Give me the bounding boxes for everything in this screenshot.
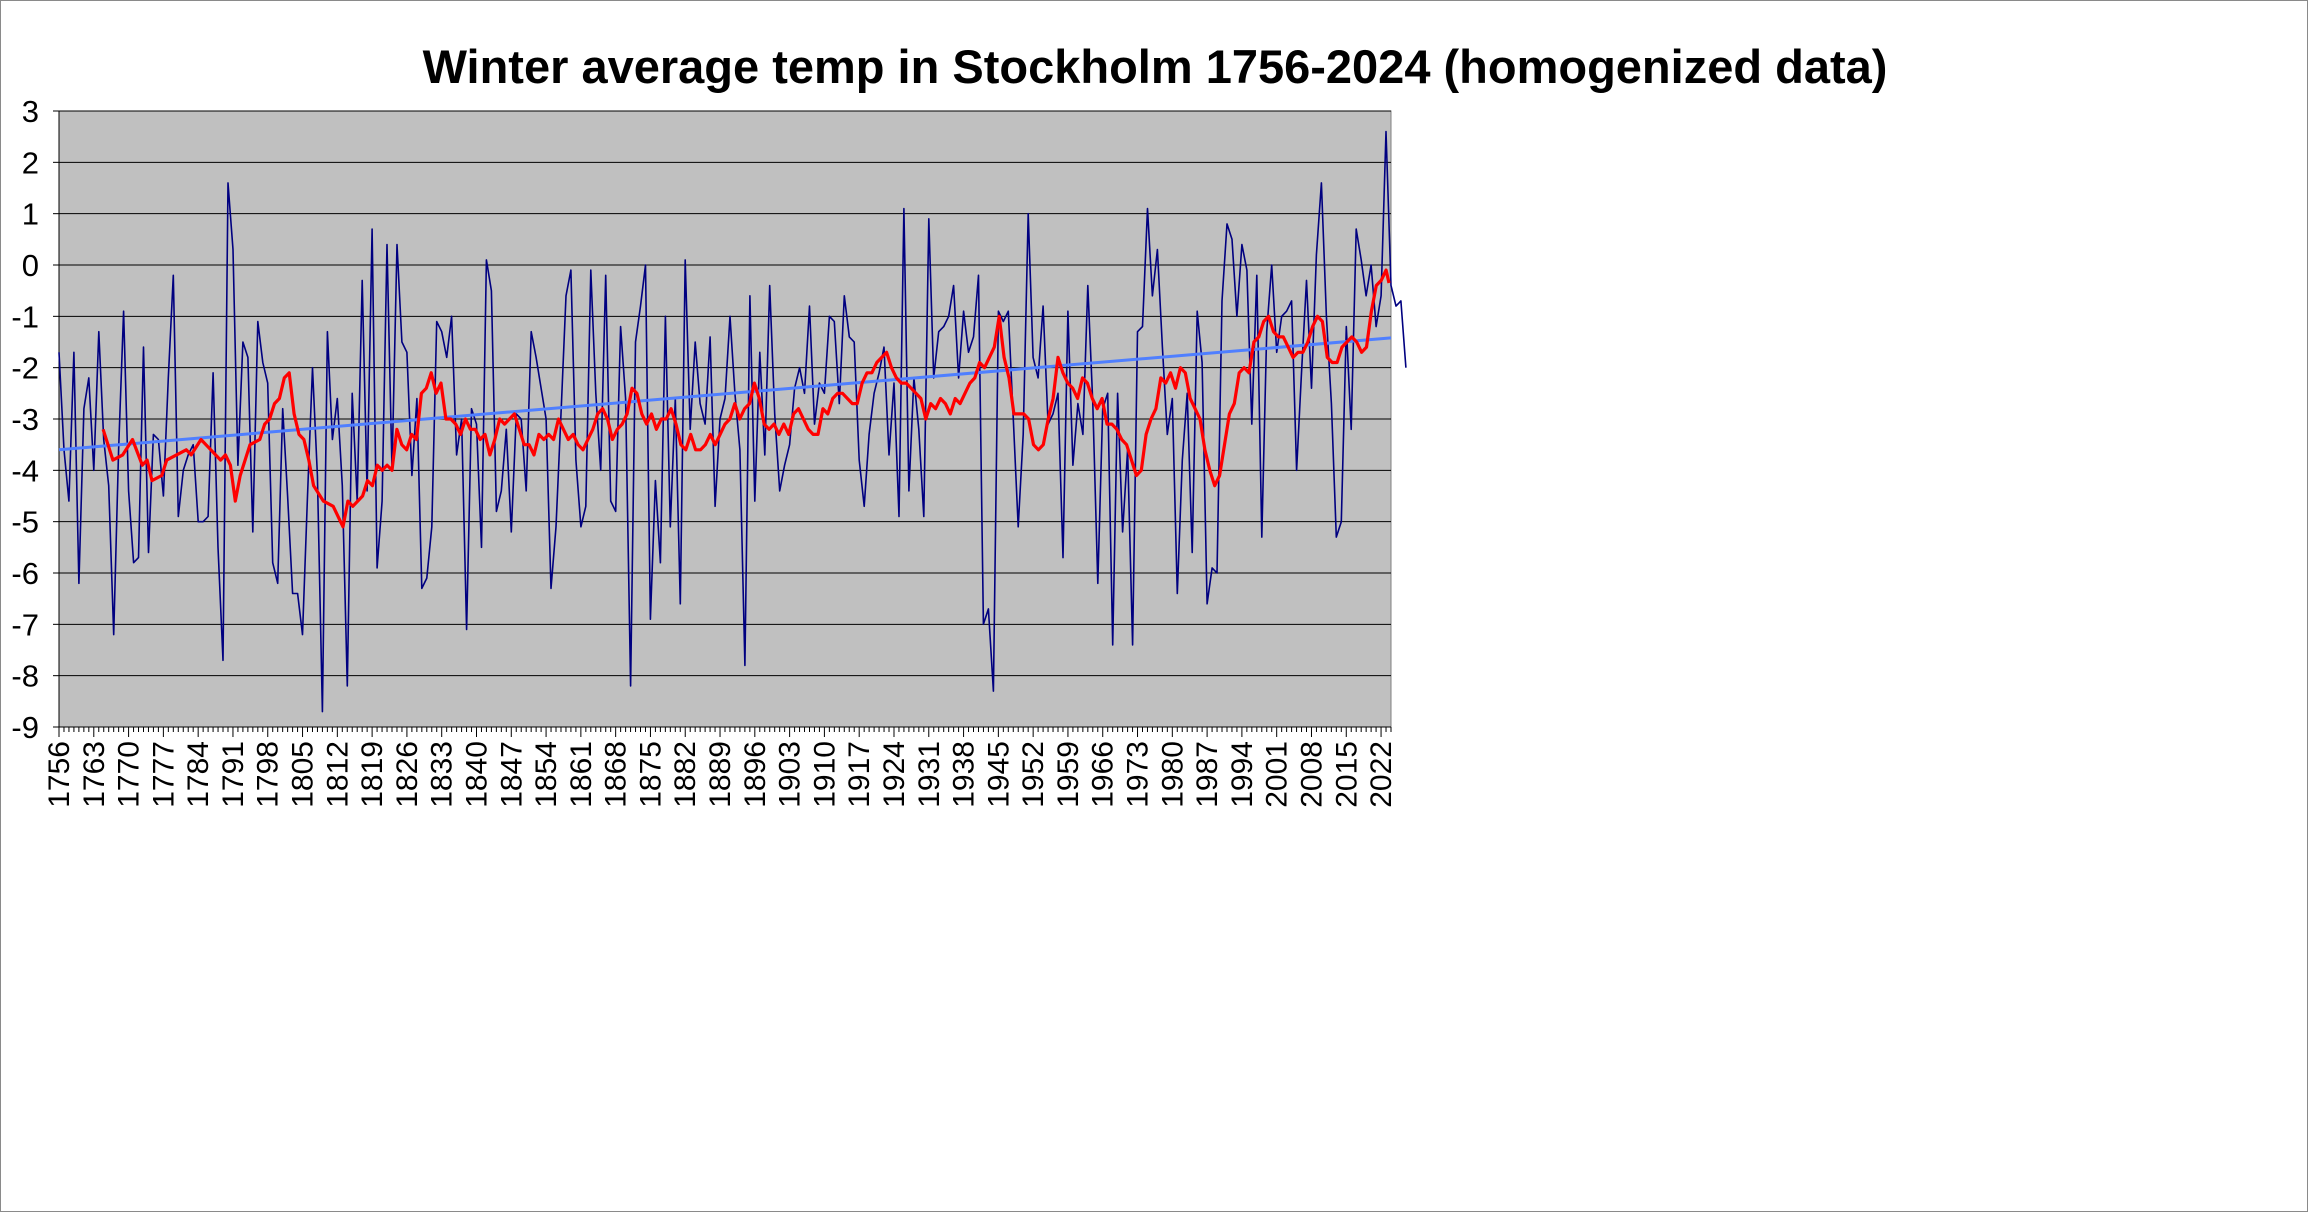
x-tick-label: 1784 bbox=[182, 741, 215, 808]
x-tick-label: 2022 bbox=[1365, 741, 1398, 808]
y-tick-label: 0 bbox=[22, 248, 39, 283]
y-tick-label: -9 bbox=[11, 710, 39, 745]
series-layer bbox=[58, 130, 1407, 713]
x-tick-label: 1994 bbox=[1226, 741, 1259, 808]
x-tick-label: 2008 bbox=[1295, 741, 1328, 808]
x-tick-label: 1791 bbox=[217, 741, 250, 808]
x-tick-label: 1840 bbox=[460, 741, 493, 808]
x-tick-label: 1931 bbox=[913, 741, 946, 808]
x-tick-label: 1819 bbox=[356, 741, 389, 808]
x-tick-label: 1812 bbox=[321, 741, 354, 808]
x-tick-label: 1938 bbox=[948, 741, 981, 808]
x-tick-label: 1903 bbox=[774, 741, 807, 808]
x-tick-label: 1952 bbox=[1017, 741, 1050, 808]
x-tick-label: 1756 bbox=[43, 741, 76, 808]
y-tick-label: 3 bbox=[22, 94, 39, 129]
x-tick-label: 1798 bbox=[252, 741, 285, 808]
x-tick-label: 1770 bbox=[113, 741, 146, 808]
grid-lines bbox=[59, 110, 1391, 728]
y-tick-label: -5 bbox=[11, 505, 39, 540]
x-tick-label: 1959 bbox=[1052, 741, 1085, 808]
x-tick-label: 1973 bbox=[1122, 741, 1155, 808]
x-tick-label: 1763 bbox=[78, 741, 111, 808]
y-tick-label: -3 bbox=[11, 402, 39, 437]
y-tick-label: -8 bbox=[11, 659, 39, 694]
y-tick-label: 1 bbox=[22, 197, 39, 232]
x-tick-label: 2015 bbox=[1330, 741, 1363, 808]
x-tick-label: 1896 bbox=[739, 741, 772, 808]
x-tick-label: 1987 bbox=[1191, 741, 1224, 808]
y-tick-label: -7 bbox=[11, 607, 39, 642]
x-tick-label: 1861 bbox=[565, 741, 598, 808]
x-tick-label: 1945 bbox=[982, 741, 1015, 808]
annual-temperature-line bbox=[58, 130, 1407, 713]
x-tick-label: 1980 bbox=[1156, 741, 1189, 808]
moving-average-line bbox=[101, 268, 1391, 529]
x-tick-label: 2001 bbox=[1261, 741, 1294, 808]
x-tick-label: 1847 bbox=[495, 741, 528, 808]
y-tick-label: -4 bbox=[11, 453, 39, 488]
x-tick-label: 1854 bbox=[530, 741, 563, 808]
x-tick-label: 1875 bbox=[634, 741, 667, 808]
x-tick-label: 1826 bbox=[391, 741, 424, 808]
x-tick-label: 1889 bbox=[704, 741, 737, 808]
x-tick-label: 1805 bbox=[287, 741, 320, 808]
y-tick-label: 2 bbox=[22, 145, 39, 180]
x-tick-label: 1833 bbox=[426, 741, 459, 808]
y-tick-label: -1 bbox=[11, 299, 39, 334]
x-tick-label: 1966 bbox=[1087, 741, 1120, 808]
y-tick-label: -6 bbox=[11, 556, 39, 591]
x-tick-label: 1910 bbox=[808, 741, 841, 808]
y-tick-label: -2 bbox=[11, 351, 39, 386]
x-tick-label: 1917 bbox=[843, 741, 876, 808]
x-tick-label: 1868 bbox=[600, 741, 633, 808]
x-tick-label: 1924 bbox=[878, 741, 911, 808]
x-tick-label: 1777 bbox=[147, 741, 180, 808]
x-tick-label: 1882 bbox=[669, 741, 702, 808]
y-axis-ticks: 3 2 1 0 -1 -2 -3 -4 -5 -6 -7 -8 -9 bbox=[11, 94, 60, 745]
chart-title: Winter average temp in Stockholm 1756-20… bbox=[422, 40, 1888, 93]
trend-line bbox=[58, 336, 1392, 452]
x-axis-ticks: 1756 1763 1770 1777 1784 1791 1798 1805 1812 1819… bbox=[43, 726, 1398, 808]
